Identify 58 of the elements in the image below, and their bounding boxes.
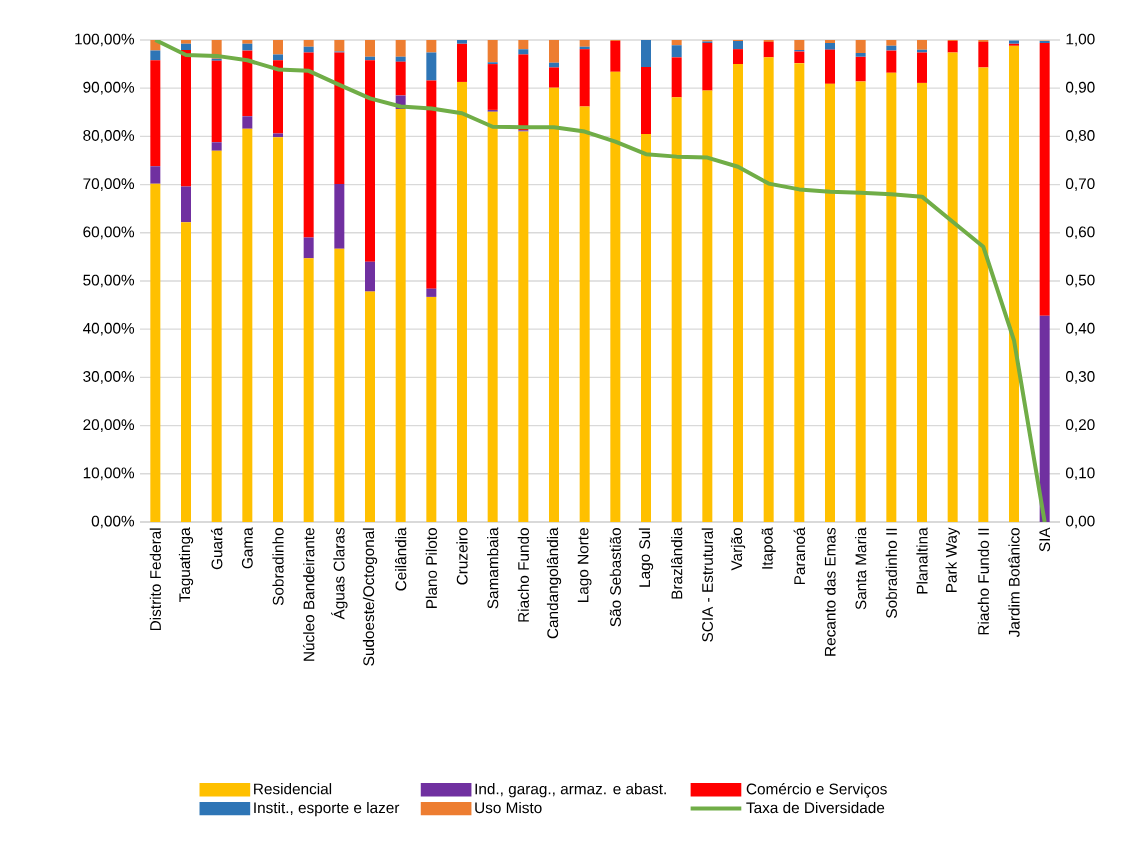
y2-tick-label: 0,40: [1065, 322, 1095, 336]
x-tick-label: Núcleo Bandeirante: [302, 528, 315, 661]
x-tick-label: Guará: [210, 527, 223, 570]
x-tick-label: Águas Claras: [331, 527, 348, 620]
x-tick-label: Brazlândia: [671, 527, 683, 599]
y-tick-label: 90,00%: [83, 81, 135, 95]
y2-tick-label: 0,00: [1065, 515, 1095, 529]
y-tick-label: 0,00%: [91, 515, 135, 529]
legend-label: Taxa de Diversidade: [746, 801, 885, 814]
legend-label: Instit., esporte e lazer: [254, 801, 400, 817]
x-tick-label: Sobradinho II: [885, 528, 897, 618]
x-tick-label: Samambaia: [487, 527, 499, 609]
y-tick-label: 30,00%: [83, 371, 135, 384]
legend-label: Uso Misto: [475, 801, 542, 814]
y2-tick-label: 0,80: [1065, 130, 1095, 143]
x-tick-label: Itapoã: [761, 527, 776, 569]
legend-label: Residencial: [254, 783, 332, 795]
x-tick-label: Taguatinga: [178, 527, 194, 603]
x-tick-label: Lago Norte: [577, 528, 592, 602]
x-tick-label: Santa Maria: [855, 527, 867, 610]
legend-label: Ind., garag., armaz. e abast.: [475, 783, 666, 798]
x-tick-label: Planaltina: [916, 527, 928, 594]
x-tick-label: Sudoeste/Octogonal: [362, 528, 378, 666]
x-tick-label: Cruzeiro: [456, 528, 468, 585]
x-tick-label: Candangolândia: [546, 527, 562, 639]
legend-label: Comércio e Serviços: [746, 782, 887, 798]
x-tick-label: Lago Sul: [638, 528, 654, 587]
x-tick-label: São Sebastião: [609, 528, 621, 627]
y-tick-label: 50,00%: [83, 274, 135, 288]
y2-tick-label: 0,10: [1065, 467, 1095, 481]
y-tick-label: 70,00%: [83, 178, 135, 191]
x-tick-label: Varjão: [730, 528, 746, 571]
y2-tick-label: 0,50: [1065, 274, 1095, 288]
y2-tick-label: 0,60: [1065, 226, 1095, 240]
y2-tick-label: 0,30: [1065, 371, 1095, 384]
y2-tick-label: 0,90: [1065, 81, 1095, 95]
x-tick-label: Gama: [241, 527, 253, 569]
y-tick-label: 100,00%: [75, 33, 135, 47]
x-tick-label: Park Way: [945, 527, 960, 592]
x-tick-label: Plano Piloto: [425, 528, 437, 608]
x-tick-label: Riacho Fundo II: [977, 528, 989, 635]
x-tick-label: Sobradinho: [272, 528, 284, 606]
y-tick-label: 20,00%: [83, 419, 135, 432]
x-tick-label: Ceilândia: [395, 527, 407, 591]
y2-tick-label: 0,70: [1065, 178, 1095, 191]
y2-tick-label: 1,00: [1066, 33, 1095, 47]
x-tick-label: Jardim Botânico: [1008, 528, 1020, 638]
y-tick-label: 40,00%: [82, 322, 135, 336]
x-tick-label: Riacho Fundo: [517, 528, 529, 622]
x-tick-label: Distrito Federal: [149, 528, 161, 631]
y-tick-label: 80,00%: [83, 130, 135, 143]
x-tick-label: Recanto das Emas: [824, 527, 836, 656]
x-tick-label: Paranoá: [793, 527, 806, 585]
y-tick-label: 10,00%: [83, 467, 135, 481]
x-tick-label: SCIA - Estrutural: [701, 528, 713, 642]
y2-tick-label: 0,20: [1065, 419, 1095, 432]
x-tick-label: SIA: [1039, 527, 1051, 552]
y-tick-label: 60,00%: [83, 226, 135, 240]
